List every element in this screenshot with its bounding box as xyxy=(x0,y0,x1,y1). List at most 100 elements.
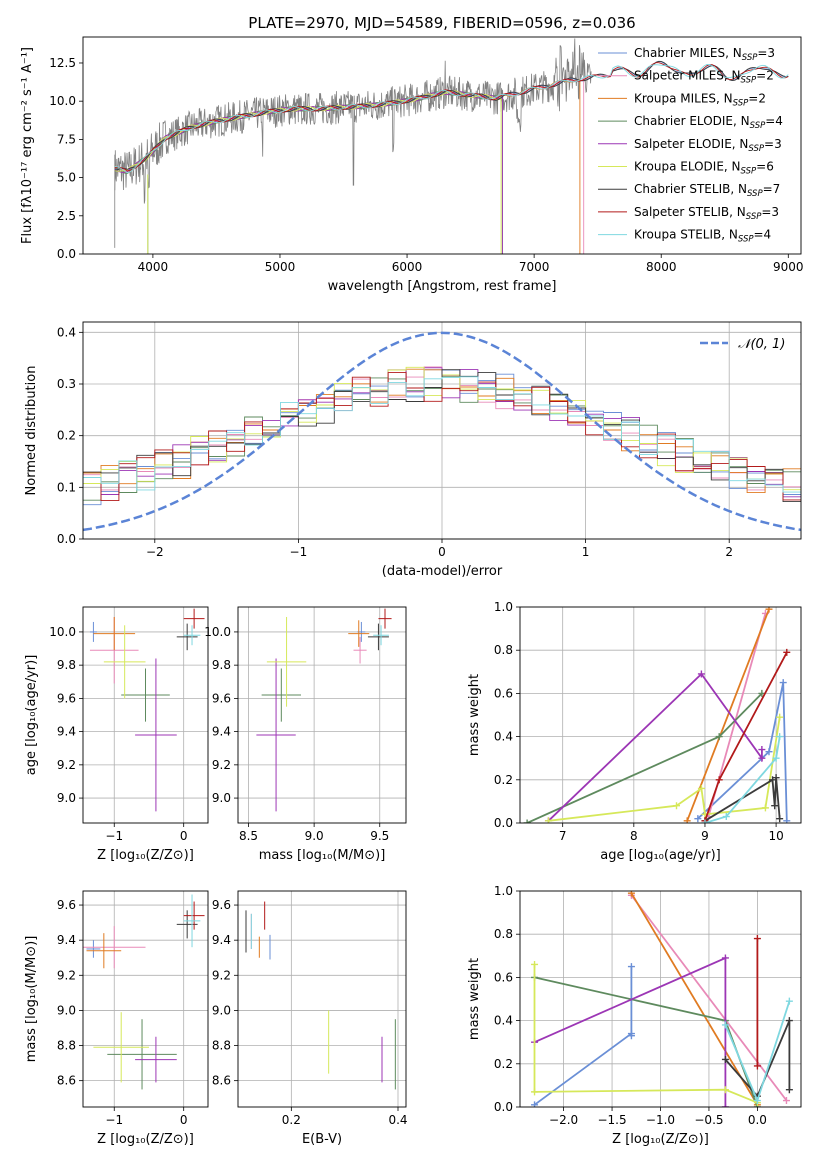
weight-marker xyxy=(776,815,784,823)
y-tick-label: 0.4 xyxy=(494,1014,513,1028)
y-tick-label: 0.0 xyxy=(494,1100,513,1114)
x-tick-label: 0 xyxy=(180,1113,188,1127)
panel-spectrum: 4000 5000 6000 7000 8000 9000 0.0 2.5 5.0 7.5 10.0… xyxy=(20,36,804,294)
weight-line xyxy=(697,682,788,821)
axes-frame: 0.2 0.4 8.6 8.8 9.0 9.2 9.4 9.6 E(B-V) xyxy=(212,890,408,1147)
panel-age-Z: −1 0 9.0 9.2 9.4 9.6 9.8 10.0 Z [log₁₀(Z/Z⊙)] age… xyxy=(24,606,209,863)
error-cross xyxy=(121,668,170,722)
y-tick-label: 0.1 xyxy=(57,480,76,494)
y-tick-label: 0.6 xyxy=(494,970,513,984)
y-tick-label: 9.8 xyxy=(212,658,231,672)
y-tick-label: 9.4 xyxy=(57,725,76,739)
weight-line xyxy=(704,736,781,823)
weight-line xyxy=(630,892,759,1106)
error-cross xyxy=(348,620,370,647)
axes-frame: 7 8 9 10 0.0 0.2 0.4 0.6 0.8 1.0 age [log₁₀(age/yr… xyxy=(467,600,802,863)
legend-entry: Kroupa MILES, NSSP=2 xyxy=(634,91,766,108)
plot-area xyxy=(245,901,396,1090)
model-spectrum-line xyxy=(114,90,502,254)
axes-border xyxy=(82,890,209,1108)
weight-marker xyxy=(627,891,635,897)
model-spectrum-line xyxy=(114,62,789,172)
y-axis-label: mass weight xyxy=(467,674,482,756)
weight-marker xyxy=(531,1088,539,1096)
plot-area xyxy=(531,891,793,1107)
y-tick-label: 8.6 xyxy=(57,1074,76,1088)
error-cross xyxy=(89,621,97,642)
x-tick-label: 0.0 xyxy=(748,1113,767,1127)
y-tick-label: 1.0 xyxy=(494,884,513,898)
x-tick-label: 8000 xyxy=(646,260,677,274)
legend-entry: Salpeter MILES, NSSP=2 xyxy=(634,69,774,86)
x-axis-label: E(B-V) xyxy=(302,1132,342,1147)
legend: Chabrier MILES, NSSP=3 Salpeter MILES, NS… xyxy=(598,46,783,245)
x-tick-label: −1.0 xyxy=(646,1113,675,1127)
plot-area xyxy=(523,607,791,823)
y-tick-label: 9.6 xyxy=(57,691,76,705)
axes-frame: 8.5 9.0 9.5 9.0 9.2 9.4 9.6 9.8 10.0 mass [log₁₀(… xyxy=(204,606,407,863)
weight-marker xyxy=(785,1017,793,1025)
x-tick-label: 9 xyxy=(701,829,709,843)
weight-marker xyxy=(531,960,539,968)
weight-marker xyxy=(544,817,552,823)
y-tick-label: 9.0 xyxy=(212,791,231,805)
y-tick-label: 9.2 xyxy=(57,968,76,982)
error-cross xyxy=(135,1036,177,1083)
error-cross xyxy=(86,940,101,958)
weight-marker xyxy=(765,748,773,756)
weight-marker xyxy=(783,817,791,823)
x-axis-label: Z [log₁₀(Z/Z⊙)] xyxy=(97,848,194,863)
plot-area xyxy=(83,894,205,1090)
y-tick-label: 1.0 xyxy=(494,600,513,614)
model-spectrum-line xyxy=(114,91,503,254)
weight-marker xyxy=(776,713,784,721)
weight-marker xyxy=(715,733,723,741)
x-tick-label: −1.5 xyxy=(597,1113,626,1127)
x-axis-label: age [log₁₀(age/yr)] xyxy=(600,848,721,863)
y-tick-label: 10.0 xyxy=(49,625,76,639)
panel-mass-Z: −1 0 8.6 8.8 9.0 9.2 9.4 9.6 Z [log₁₀(Z/Z⊙)] mass… xyxy=(24,890,209,1147)
legend-entry: Kroupa STELIB, NSSP=4 xyxy=(634,228,771,245)
y-tick-label: 9.0 xyxy=(212,1003,231,1017)
weight-marker xyxy=(753,1097,761,1105)
weight-line xyxy=(547,672,763,822)
weight-marker xyxy=(715,776,723,784)
y-tick-label: 9.4 xyxy=(57,933,76,947)
weight-marker xyxy=(765,607,773,613)
plot-area xyxy=(114,38,789,254)
error-cross xyxy=(266,616,307,707)
error-cross xyxy=(93,616,136,651)
weight-marker xyxy=(779,679,787,687)
y-tick-label: 0.0 xyxy=(57,247,76,261)
y-tick-label: 0.4 xyxy=(57,325,76,339)
error-cross xyxy=(378,608,392,629)
y-axis-label: age [log₁₀(age/yr)] xyxy=(24,655,39,776)
weight-marker xyxy=(701,819,709,823)
weight-marker xyxy=(722,813,730,821)
error-cross xyxy=(261,668,301,722)
x-tick-label: −1 xyxy=(290,545,308,559)
x-tick-label: 0 xyxy=(438,545,446,559)
x-tick-label: 9000 xyxy=(773,260,804,274)
axes-frame: −2 −1 0 1 2 0.0 0.1 0.2 0.3 0.4 (data-model)/error… xyxy=(24,321,802,579)
y-tick-label: 12.5 xyxy=(49,56,76,70)
error-cross xyxy=(103,625,146,699)
legend-entry: Salpeter STELIB, NSSP=3 xyxy=(634,205,779,222)
error-cross xyxy=(176,623,198,651)
x-axis-label: mass [log₁₀(M/M⊙)] xyxy=(259,848,386,863)
x-tick-label: 8 xyxy=(630,829,638,843)
y-tick-label: 10.0 xyxy=(49,94,76,108)
weight-marker xyxy=(769,776,777,784)
weight-marker xyxy=(694,815,702,823)
weight-marker xyxy=(785,997,793,1005)
x-tick-label: 5000 xyxy=(265,260,296,274)
x-tick-label: 7 xyxy=(559,829,567,843)
y-axis-label: Flux [fλ10⁻¹⁷ erg cm⁻² s⁻¹ A⁻¹] xyxy=(20,47,35,244)
x-tick-label: −2.0 xyxy=(549,1113,578,1127)
x-tick-label: 10 xyxy=(768,829,783,843)
panel-weight-age: 7 8 9 10 0.0 0.2 0.4 0.6 0.8 1.0 age [log₁₀(age/yr… xyxy=(467,600,802,863)
error-cross xyxy=(256,658,296,812)
x-tick-label: 2 xyxy=(725,545,733,559)
axes-frame: −1 0 8.6 8.8 9.0 9.2 9.4 9.6 Z [log₁₀(Z/Z⊙)] mass… xyxy=(24,890,209,1147)
model-spectrum-line xyxy=(114,64,789,174)
